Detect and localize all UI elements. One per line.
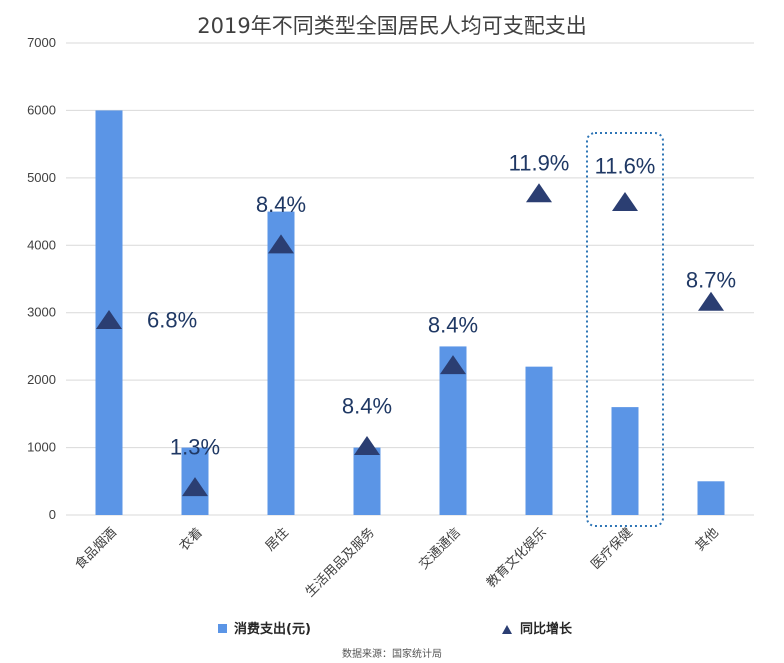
y-tick-label: 6000 (27, 102, 56, 117)
highlight-box (586, 132, 664, 527)
data-label: 8.4% (342, 394, 392, 419)
marker-7 (612, 191, 638, 211)
legend-marker-swatch (502, 625, 512, 634)
legend-bar-swatch (218, 624, 227, 633)
x-tick-label: 教育文化娱乐 (483, 525, 549, 591)
bar-4 (353, 447, 381, 515)
gridlines (66, 42, 754, 516)
bar-8 (697, 481, 725, 515)
y-tick-label: 4000 (27, 237, 56, 252)
marker-2 (182, 477, 208, 497)
data-labels: 6.8% 1.3% 8.4% 8.4% 8.4% 11.9% 11.6% 8.7% (147, 151, 736, 460)
y-tick-label: 2000 (27, 372, 56, 387)
y-tick-label: 3000 (27, 305, 56, 320)
data-label: 8.7% (686, 267, 736, 292)
marker-6 (526, 183, 552, 203)
legend-marker-label: 同比增长 (520, 621, 573, 637)
marker-1 (96, 309, 122, 329)
data-label: 1.3% (170, 435, 220, 460)
data-label: 11.6% (595, 153, 656, 178)
marker-4 (354, 436, 380, 456)
x-tick-label: 衣着 (176, 525, 206, 555)
source-note: 数据来源：国家统计局 (342, 647, 442, 660)
y-tick-label: 7000 (27, 35, 56, 50)
legend-bar-label: 消费支出(元) (234, 621, 311, 637)
y-tick-label: 1000 (27, 440, 56, 455)
x-tick-label: 医疗保健 (588, 525, 635, 572)
x-tick-label: 居住 (263, 525, 292, 554)
x-tick-label: 食品烟酒 (72, 525, 120, 573)
marker-series (96, 183, 724, 497)
x-tick-label: 交通通信 (416, 525, 464, 573)
data-label: 8.4% (428, 313, 478, 338)
data-label: 8.4% (256, 192, 306, 217)
bar-6 (525, 366, 553, 515)
data-label: 6.8% (147, 307, 197, 332)
data-label: 11.9% (509, 151, 570, 176)
marker-3 (268, 234, 294, 254)
x-axis-ticks: 食品烟酒 衣着 居住 生活用品及服务 交通通信 教育文化娱乐 医疗保健 其他 (72, 525, 722, 601)
y-tick-label: 0 (49, 507, 56, 522)
marker-8 (698, 291, 724, 311)
y-axis-ticks: 0 1000 2000 3000 4000 5000 6000 7000 (27, 35, 56, 522)
x-tick-label: 其他 (693, 525, 722, 554)
bar-5 (439, 346, 467, 515)
bar-3 (267, 211, 295, 516)
x-tick-label: 生活用品及服务 (302, 525, 378, 601)
marker-5 (440, 355, 466, 375)
y-tick-label: 5000 (27, 170, 56, 185)
legend: 消费支出(元) 同比增长 (218, 621, 573, 637)
bar-7 (611, 407, 639, 515)
chart-title: 2019年不同类型全国居民人均可支配支出 (197, 14, 586, 38)
